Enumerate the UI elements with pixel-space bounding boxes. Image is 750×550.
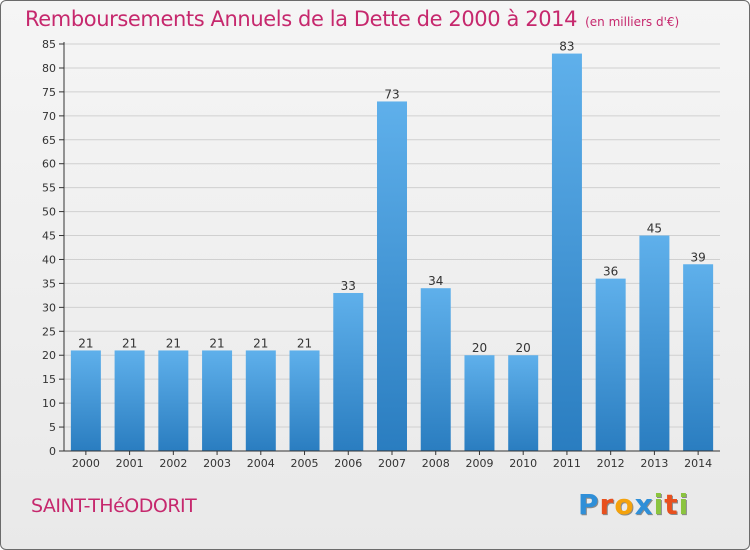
town-name: SAINT-THéODORIT [31, 495, 197, 517]
y-tick-label: 65 [42, 134, 56, 147]
data-label: 21 [209, 336, 224, 350]
bar [420, 288, 451, 451]
brand-letter: o [614, 488, 635, 521]
brand-letter: t [664, 488, 679, 521]
bar [114, 350, 145, 451]
x-tick-label: 2008 [422, 457, 450, 470]
y-tick-label: 20 [42, 349, 56, 362]
data-label: 20 [516, 341, 531, 355]
data-label: 21 [122, 336, 137, 350]
data-label: 36 [603, 265, 618, 279]
y-tick-label: 40 [42, 253, 56, 266]
y-tick-label: 75 [42, 86, 56, 99]
brand-letter: r [599, 488, 615, 521]
data-label: 34 [428, 274, 443, 288]
y-tick-label: 35 [42, 277, 56, 290]
y-tick-label: 10 [42, 397, 56, 410]
y-tick-label: 60 [42, 158, 56, 171]
data-label: 73 [384, 87, 399, 101]
x-tick-label: 2003 [203, 457, 231, 470]
x-tick-label: 2013 [640, 457, 668, 470]
bar [683, 264, 714, 451]
bar [551, 53, 582, 451]
y-tick-label: 5 [49, 421, 56, 434]
data-label: 21 [253, 336, 268, 350]
x-tick-label: 2014 [684, 457, 712, 470]
y-tick-label: 85 [42, 38, 56, 51]
x-tick-label: 2006 [334, 457, 362, 470]
data-label: 21 [166, 336, 181, 350]
bar [202, 350, 233, 451]
y-tick-label: 45 [42, 230, 56, 243]
bar [377, 101, 407, 451]
x-tick-label: 2002 [159, 457, 187, 470]
axes: 0 5 10 15 20 25 30 35 40 45 50 55 60 65 70 75 80 85 [42, 38, 720, 458]
data-label: 45 [647, 222, 662, 236]
bar [595, 278, 626, 451]
x-tick-label: 2012 [597, 457, 625, 470]
data-label: 83 [559, 40, 574, 54]
y-tick-label: 70 [42, 110, 56, 123]
brand-letter: i [653, 488, 665, 521]
y-tick-label: 55 [42, 182, 56, 195]
y-tick-label: 15 [42, 373, 56, 386]
proxiti-logo: Proxiti [578, 488, 689, 521]
y-tick-label: 80 [42, 62, 56, 75]
bar [508, 355, 539, 451]
bar [158, 350, 189, 451]
data-label: 33 [341, 279, 356, 293]
x-tick-label: 2001 [116, 457, 144, 470]
bar [245, 350, 276, 451]
y-tick-label: 50 [42, 206, 56, 219]
y-tick-label: 30 [42, 301, 56, 314]
brand-letter: i [678, 488, 690, 521]
y-tick-label: 0 [49, 445, 56, 458]
data-label: 21 [297, 336, 312, 350]
x-tick-label: 2011 [553, 457, 581, 470]
chart-subtitle: (en milliers d'€) [585, 15, 680, 29]
bar [464, 355, 495, 451]
x-tick-label: 2010 [509, 457, 537, 470]
bars [70, 53, 714, 451]
bar [70, 350, 101, 451]
x-tick-label: 2009 [465, 457, 493, 470]
bar [333, 292, 364, 451]
x-tick-label: 2005 [291, 457, 319, 470]
x-tick-label: 2007 [378, 457, 406, 470]
brand-letter: x [634, 488, 654, 521]
x-tick-label: 2004 [247, 457, 275, 470]
bar [639, 235, 670, 451]
x-tick-label: 2000 [72, 457, 100, 470]
chart-title: Remboursements Annuels de la Dette de 20… [25, 7, 679, 31]
bar [289, 350, 320, 451]
data-label: 20 [472, 341, 487, 355]
data-label: 21 [78, 336, 93, 350]
chart-title-text: Remboursements Annuels de la Dette de 20… [25, 7, 578, 31]
data-label: 39 [690, 250, 705, 264]
labels: 2000 21 2001 21 2002 21 2003 21 2004 21 2005 21 2006… [72, 40, 712, 470]
y-tick-label: 25 [42, 325, 56, 338]
brand-letter: P [578, 488, 600, 521]
